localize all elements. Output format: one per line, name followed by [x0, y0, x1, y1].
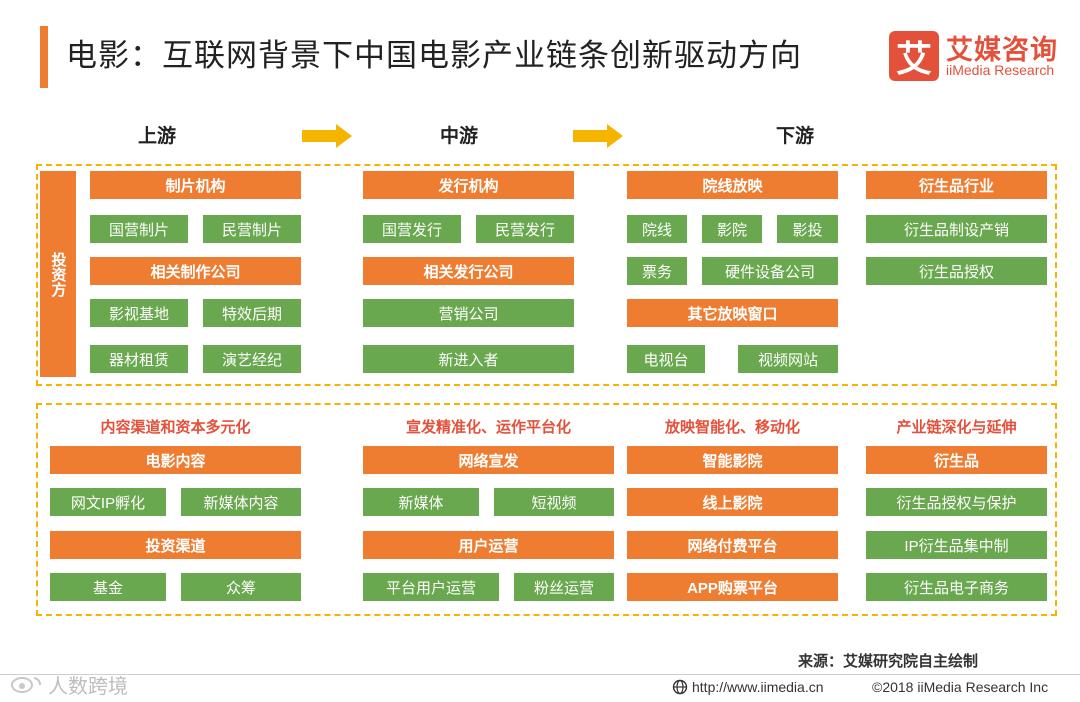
- licensing-protection-box: 衍生品授权与保护: [866, 488, 1047, 516]
- cinema-investment-box: 影投: [777, 215, 838, 243]
- new-media-box: 新媒体: [363, 488, 479, 516]
- producers-box: 制片机构: [90, 171, 301, 199]
- fan-operation-box: 粉丝运营: [514, 573, 614, 601]
- iimedia-logo-icon: 艾: [889, 31, 939, 81]
- ticketing-box: 票务: [627, 257, 687, 285]
- related-distribution-box: 相关发行公司: [363, 257, 574, 285]
- investor-box: 投资方: [40, 171, 76, 377]
- chain-extension-category: 产业链深化与延伸: [896, 419, 1017, 436]
- platform-user-operation-box: 平台用户运营: [363, 573, 499, 601]
- paid-platform-box: 网络付费平台: [627, 531, 838, 559]
- arrow-right-icon: [573, 124, 623, 148]
- equipment-rental-box: 器材租赁: [90, 345, 188, 373]
- derivatives-box: 衍生品: [866, 446, 1047, 474]
- user-operation-box: 用户运营: [363, 531, 614, 559]
- stage-downstream-label: 下游: [776, 126, 815, 147]
- weibo-watermark-icon: [11, 677, 41, 693]
- online-cinema-box: 线上影院: [627, 488, 838, 516]
- footer-divider: [0, 674, 1080, 675]
- new-entrants-box: 新进入者: [363, 345, 574, 373]
- smart-cinema-box: 智能影院: [627, 446, 838, 474]
- ip-centralized-box: IP衍生品集中制: [866, 531, 1047, 559]
- website-link[interactable]: http://www.iimedia.cn: [672, 679, 824, 695]
- distributors-box: 发行机构: [363, 171, 574, 199]
- app-ticketing-box: APP购票平台: [627, 573, 838, 601]
- page-title: 电影：互联网背景下中国电影产业链条创新驱动方向: [66, 38, 802, 73]
- source-note: 来源：艾媒研究院自主绘制: [798, 653, 979, 670]
- vfx-box: 特效后期: [203, 299, 301, 327]
- title-accent-bar: [40, 26, 48, 88]
- film-content-box: 电影内容: [50, 446, 301, 474]
- investment-channels-box: 投资渠道: [50, 531, 301, 559]
- state-distribution-box: 国营发行: [363, 215, 461, 243]
- derivatives-licensing-box: 衍生品授权: [866, 257, 1047, 285]
- private-production-box: 民营制片: [203, 215, 301, 243]
- logo-english-name: iiMedia Research: [946, 62, 1055, 78]
- screening-mobile-category: 放映智能化、移动化: [664, 419, 800, 436]
- hardware-box: 硬件设备公司: [702, 257, 838, 285]
- content-capital-category: 内容渠道和资本多元化: [100, 419, 251, 436]
- state-production-box: 国营制片: [90, 215, 188, 243]
- marketing-box: 营销公司: [363, 299, 574, 327]
- online-promotion-box: 网络宣发: [363, 446, 614, 474]
- new-media-content-box: 新媒体内容: [181, 488, 301, 516]
- theater-screening-box: 院线放映: [627, 171, 838, 199]
- other-windows-box: 其它放映窗口: [627, 299, 838, 327]
- watermark-text: 人数跨境: [48, 676, 128, 698]
- theater-chain-box: 院线: [627, 215, 687, 243]
- arrow-right-icon: [302, 124, 352, 148]
- industry-chain-panel: [36, 164, 1057, 386]
- related-production-box: 相关制作公司: [90, 257, 301, 285]
- private-distribution-box: 民营发行: [476, 215, 574, 243]
- derivatives-industry-box: 衍生品行业: [866, 171, 1047, 199]
- crowdfunding-box: 众筹: [181, 573, 301, 601]
- tv-box: 电视台: [627, 345, 705, 373]
- stage-upstream-label: 上游: [138, 126, 177, 147]
- video-sites-box: 视频网站: [738, 345, 838, 373]
- promotion-platform-category: 宣发精准化、运作平台化: [405, 419, 571, 436]
- website-url[interactable]: http://www.iimedia.cn: [692, 679, 824, 695]
- ecommerce-box: 衍生品电子商务: [866, 573, 1047, 601]
- short-video-box: 短视频: [494, 488, 614, 516]
- ip-incubation-box: 网文IP孵化: [50, 488, 166, 516]
- funds-box: 基金: [50, 573, 166, 601]
- copyright-text: ©2018 iiMedia Research Inc: [872, 679, 1049, 695]
- stage-midstream-label: 中游: [440, 126, 479, 147]
- logo-chinese-name: 艾媒咨询: [946, 35, 1058, 65]
- investor-label: 投资方: [49, 251, 67, 297]
- cinema-box: 影院: [702, 215, 762, 243]
- talent-agency-box: 演艺经纪: [203, 345, 301, 373]
- derivatives-production-box: 衍生品制设产销: [866, 215, 1047, 243]
- innovation-direction-panel: [36, 403, 1057, 616]
- film-base-box: 影视基地: [90, 299, 188, 327]
- globe-icon: [672, 679, 688, 695]
